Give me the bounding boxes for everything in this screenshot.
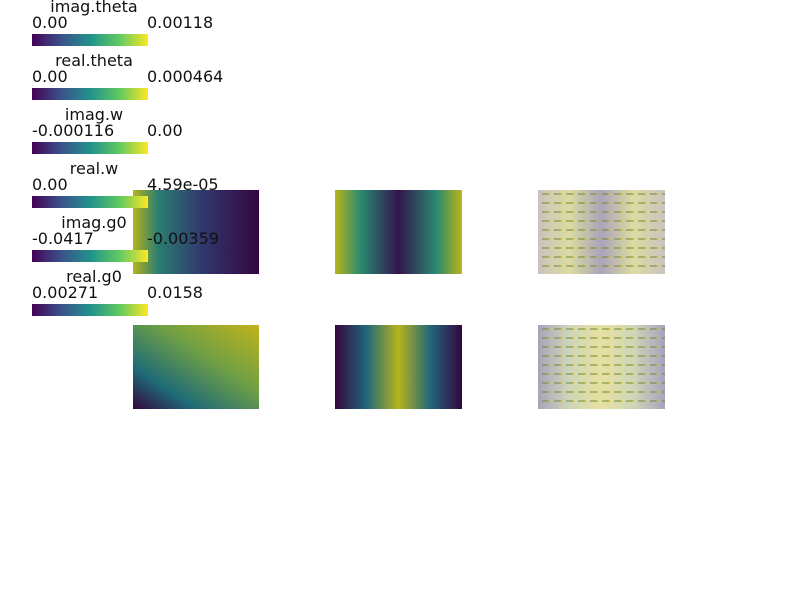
colorbar-title: imag.w — [65, 105, 123, 124]
render-panel — [335, 325, 462, 409]
colorbar-title: real.w — [70, 159, 119, 178]
colorbar-min-label: 0.00 — [32, 67, 68, 86]
panels — [133, 190, 665, 409]
colorbar — [32, 142, 148, 154]
colorbar-min-label: 0.00 — [32, 13, 68, 32]
colorbar-min-label: 0.00 — [32, 175, 68, 194]
vector-glyphs — [538, 325, 665, 409]
render-panel — [133, 190, 259, 274]
colorbar-max-label: 0.00 — [147, 121, 183, 140]
colorbar-min-label: -0.0417 — [32, 229, 94, 248]
colorbar — [32, 34, 148, 46]
colorbar-max-label: 0.000464 — [147, 67, 223, 86]
colorbar-title: imag.g0 — [61, 213, 126, 232]
colorbar — [32, 304, 148, 316]
colorbar-min-label: 0.00271 — [32, 283, 98, 302]
colorbar — [32, 196, 148, 208]
colorbar — [32, 250, 148, 262]
colorbar-max-label: 0.0158 — [147, 283, 203, 302]
render-panel — [335, 190, 462, 274]
vector-glyphs — [538, 190, 665, 274]
colorbar-title: real.theta — [55, 51, 133, 70]
colorbar-max-label: 0.00118 — [147, 13, 213, 32]
colorbar-min-label: -0.000116 — [32, 121, 114, 140]
colorbar-title: imag.theta — [50, 0, 137, 16]
colorbar-title: real.g0 — [66, 267, 122, 286]
colorbar-max-label: -0.00359 — [147, 229, 219, 248]
colorbar — [32, 88, 148, 100]
render-panel — [133, 325, 259, 409]
colorbar-max-label: 4.59e-05 — [147, 175, 219, 194]
